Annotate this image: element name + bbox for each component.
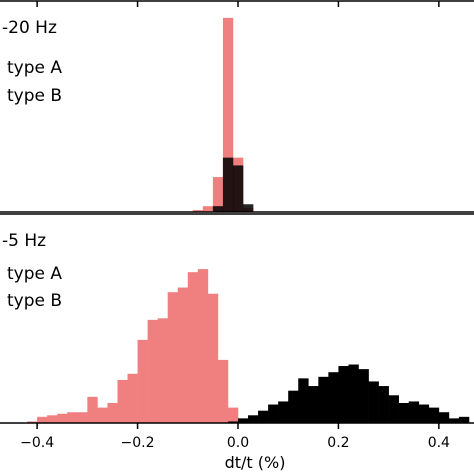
bar-bottom-type-b-28: [288, 390, 299, 423]
panel-top-legend-type-a: type A: [7, 58, 62, 78]
bar-bottom-type-b-38: [388, 395, 399, 423]
panel-bottom-bars: [27, 269, 470, 423]
bar-bottom-type-a-5: [57, 413, 68, 423]
bar-bottom-type-b-37: [378, 386, 389, 423]
bar-top-type-a-0: [192, 210, 204, 212]
bar-bottom-type-a-6: [67, 412, 78, 423]
bar-bottom-type-b-25: [258, 410, 269, 423]
bar-bottom-type-b-30: [308, 386, 319, 423]
bar-top-type-b-5: [243, 204, 254, 212]
panel-top-top-ticks: [36, 1, 440, 7]
bar-top-type-b-4: [232, 165, 244, 212]
bar-bottom-type-a-22: [227, 407, 239, 423]
bar-bottom-type-a-21: [217, 359, 229, 423]
x-tick-label-4: 0.4: [428, 435, 450, 451]
bar-top-type-b-2: [212, 206, 224, 212]
bar-bottom-type-b-36: [368, 381, 379, 423]
bar-bottom-type-a-14: [147, 319, 158, 423]
bar-bottom-type-b-24: [248, 415, 259, 423]
bar-bottom-type-b-29: [298, 378, 309, 423]
bar-bottom-type-a-3: [37, 416, 48, 423]
bar-bottom-type-a-9: [97, 407, 108, 423]
bar-bottom-type-a-15: [157, 318, 168, 423]
bar-bottom-type-a-18: [187, 272, 199, 423]
bar-bottom-type-b-27: [278, 401, 289, 423]
bar-bottom-type-a-12: [127, 373, 138, 423]
panel-bottom-label: -5 Hz: [2, 231, 46, 251]
x-tick-label-3: 0.2: [327, 435, 349, 451]
bar-bottom-type-b-26: [268, 404, 279, 423]
bar-bottom-type-a-20: [207, 293, 219, 423]
panel-bottom-legend-type-a: type A: [7, 264, 62, 284]
bar-top-type-a-3: [222, 17, 234, 212]
bar-bottom-type-b-35: [358, 369, 369, 423]
bar-bottom-type-b-43: [438, 412, 450, 423]
bar-bottom-type-a-7: [77, 412, 88, 423]
bar-bottom-type-a-13: [137, 339, 148, 423]
bar-bottom-type-a-8: [87, 396, 98, 423]
panel-bottom-legend-type-b: type B: [7, 291, 62, 311]
bar-bottom-type-a-16: [167, 292, 179, 423]
panel-bottom: −0.4 −0.2 0.0 0.2 0.4 -5 Hz type A type B dt…: [0, 213, 474, 472]
bar-bottom-type-b-45: [458, 416, 470, 423]
bar-bottom-type-b-39: [398, 402, 410, 423]
panel-top-label: -20 Hz: [2, 18, 57, 38]
bar-bottom-type-a-17: [177, 287, 189, 423]
bar-top-type-a-1: [202, 206, 214, 212]
bar-bottom-type-b-40: [408, 401, 420, 423]
bar-bottom-type-a-4: [47, 415, 58, 423]
bar-top-type-b-3: [222, 157, 234, 212]
bar-bottom-type-b-34: [348, 364, 359, 423]
bar-bottom-type-b-41: [418, 404, 430, 423]
bar-bottom-type-b-23: [237, 418, 249, 423]
bar-bottom-type-b-32: [328, 372, 339, 423]
x-tick-label-0: −0.4: [20, 435, 54, 451]
bar-bottom-type-b-42: [428, 407, 440, 423]
panel-top-legend-type-b: type B: [7, 86, 62, 106]
bar-bottom-type-b-31: [318, 376, 329, 423]
x-axis-ticks: −0.4 −0.2 0.0 0.2 0.4: [20, 423, 450, 451]
bar-bottom-type-b-33: [338, 366, 349, 423]
bar-bottom-type-a-2: [27, 421, 38, 423]
bar-bottom-type-b-44: [448, 418, 460, 423]
bar-bottom-type-b-22: [227, 421, 239, 423]
x-tick-label-2: 0.0: [227, 435, 249, 451]
panel-top-bars: [192, 17, 254, 212]
bar-bottom-type-a-11: [117, 379, 128, 423]
x-tick-label-1: −0.2: [121, 435, 155, 451]
x-axis-label: dt/t (%): [225, 453, 286, 472]
panel-top: -20 Hz type A type B: [0, 0, 474, 213]
bar-bottom-type-a-10: [107, 402, 118, 423]
bar-bottom-type-a-19: [197, 269, 209, 423]
bar-top-type-a-2: [212, 177, 224, 212]
